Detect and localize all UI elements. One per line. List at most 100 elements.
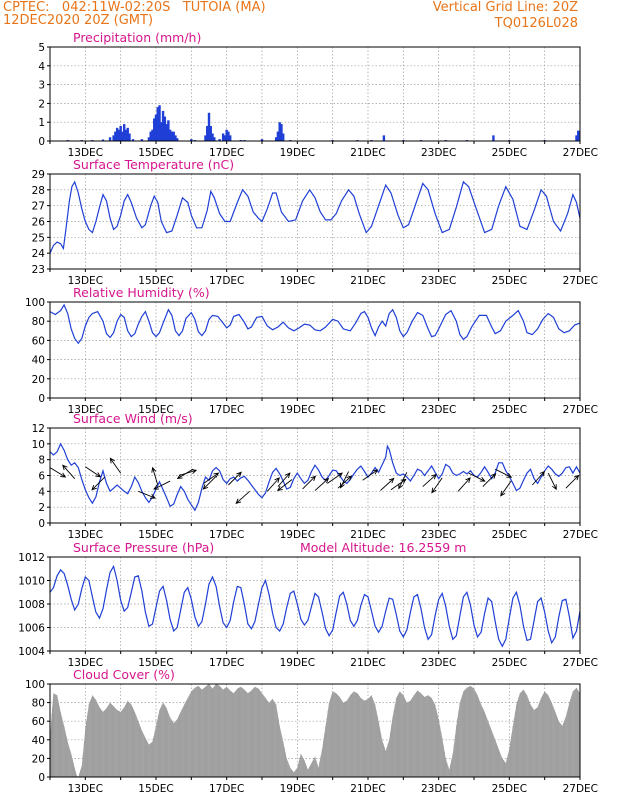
wind-vector <box>431 477 443 494</box>
y-tick-label: 80 <box>32 316 45 328</box>
series-line <box>49 180 581 254</box>
panel-2: 23 24 25 26 27 28 29 13DEC 15DEC 17DEC 19DEC 21DEC 2… <box>32 157 598 287</box>
precip-bar <box>126 127 129 141</box>
x-tick-label: 15DEC <box>138 404 173 416</box>
grid-line-info: Vertical Grid Line: 20Z <box>432 0 578 15</box>
x-tick-label: 19DEC <box>280 147 315 159</box>
wind-vector <box>85 466 102 478</box>
panel-6: 0 20 40 60 80 100 13DEC 15DEC 17DEC 19DEC 21DEC 23D… <box>25 667 598 795</box>
wind-vector <box>277 472 291 487</box>
x-tick-label: 25DEC <box>492 529 527 541</box>
panel-title: Cloud Cover (%) <box>73 667 175 682</box>
y-tick-label: 0 <box>38 136 45 148</box>
precip-bar <box>282 133 285 141</box>
x-tick-label: 25DEC <box>492 404 527 416</box>
y-tick-label: 20 <box>32 374 45 386</box>
panel-title: Surface Temperature (nC) <box>73 157 234 172</box>
precip-bar <box>153 118 156 141</box>
y-tick-label: 26 <box>32 217 46 229</box>
y-tick-label: 2 <box>38 98 45 110</box>
precip-bar <box>274 137 278 141</box>
precip-bar <box>167 120 170 141</box>
precip-bar <box>131 139 135 141</box>
y-tick-label: 100 <box>25 297 45 309</box>
precip-bar <box>158 105 161 141</box>
y-tick-label: 60 <box>32 716 45 728</box>
y-tick-label: 4 <box>38 61 45 73</box>
precip-bar <box>260 139 264 141</box>
wind-vector <box>176 468 194 479</box>
y-tick-label: 27 <box>32 201 45 213</box>
x-tick-label: 27DEC <box>563 147 598 159</box>
precip-bar <box>149 131 152 141</box>
series-line <box>49 303 581 345</box>
y-tick-label: 1004 <box>18 646 45 658</box>
station-info: CPTEC: 042:11W-02:20S TUTOIA (MA) <box>3 0 266 15</box>
wind-vector <box>277 479 293 492</box>
panel-4: 0 2 4 6 8 10 12 13DEC 15DEC 17DEC 19DEC 21DEC 23DEC 2… <box>32 411 598 541</box>
x-tick-label: 15DEC <box>138 275 173 287</box>
y-tick-label: 60 <box>32 335 45 347</box>
precip-bar <box>156 107 159 141</box>
header-line-1: CPTEC: 042:11W-02:20S TUTOIA (MA) Vertic… <box>0 0 618 16</box>
x-tick-label: 27DEC <box>563 529 598 541</box>
y-tick-label: 1 <box>38 117 45 129</box>
precip-bar <box>223 135 227 141</box>
panel-5: 1004 1006 1008 1010 1012 13DEC 15DEC 17DEC 19DEC… <box>18 540 598 669</box>
precip-bar <box>172 131 175 141</box>
y-tick-label: 80 <box>32 698 45 710</box>
x-tick-label: 15DEC <box>138 147 173 159</box>
x-tick-label: 17DEC <box>209 783 244 795</box>
precip-bar <box>154 114 158 141</box>
wind-vector <box>468 472 486 482</box>
wind-vector <box>153 480 171 490</box>
wind-vector <box>457 477 471 492</box>
precip-bar <box>119 125 122 141</box>
model-id: TQ0126L028 <box>494 16 578 31</box>
header-line-2: 12DEC2020 20Z (GMT) TQ0126L028 <box>0 13 618 31</box>
precip-bar <box>229 135 232 141</box>
x-tick-label: 13DEC <box>68 529 103 541</box>
y-tick-label: 1010 <box>18 576 45 588</box>
y-tick-label: 0 <box>38 772 45 784</box>
precip-bar <box>213 137 216 141</box>
precip-bar <box>221 133 225 141</box>
wind-vector <box>302 475 317 490</box>
precip-bar <box>151 129 154 141</box>
y-tick-label: 0 <box>38 393 45 405</box>
x-tick-label: 19DEC <box>280 404 315 416</box>
precip-bar <box>112 135 115 141</box>
precip-bar <box>278 122 281 141</box>
y-tick-label: 8 <box>38 455 45 467</box>
x-tick-label: 23DEC <box>421 147 456 159</box>
precip-bar <box>115 127 119 141</box>
precip-bar <box>101 139 105 141</box>
precip-bar <box>160 122 163 141</box>
x-tick-label: 19DEC <box>280 529 315 541</box>
x-tick-label: 19DEC <box>280 275 315 287</box>
precip-bar <box>211 133 214 141</box>
precip-bar <box>276 131 280 141</box>
wind-vector <box>202 475 217 490</box>
wind-vector <box>494 468 513 478</box>
precip-bar <box>161 110 165 141</box>
y-tick-label: 29 <box>32 169 45 181</box>
wind-vector <box>565 474 580 489</box>
y-tick-label: 4 <box>38 486 45 498</box>
wind-vector <box>151 466 159 486</box>
x-tick-label: 27DEC <box>563 275 598 287</box>
y-tick-label: 23 <box>32 264 45 276</box>
y-tick-label: 40 <box>32 355 45 367</box>
y-tick-label: 10 <box>32 439 45 451</box>
run-date: 12DEC2020 20Z (GMT) <box>3 13 154 28</box>
x-tick-label: 21DEC <box>350 275 385 287</box>
panel-frame <box>49 427 581 524</box>
precip-bar <box>124 129 128 141</box>
wind-vector <box>422 473 437 487</box>
precip-bar <box>227 131 230 141</box>
panel-frame <box>49 46 581 142</box>
x-tick-label: 21DEC <box>350 783 385 795</box>
cloud-cover-area <box>50 684 580 777</box>
y-tick-label: 6 <box>38 471 45 483</box>
